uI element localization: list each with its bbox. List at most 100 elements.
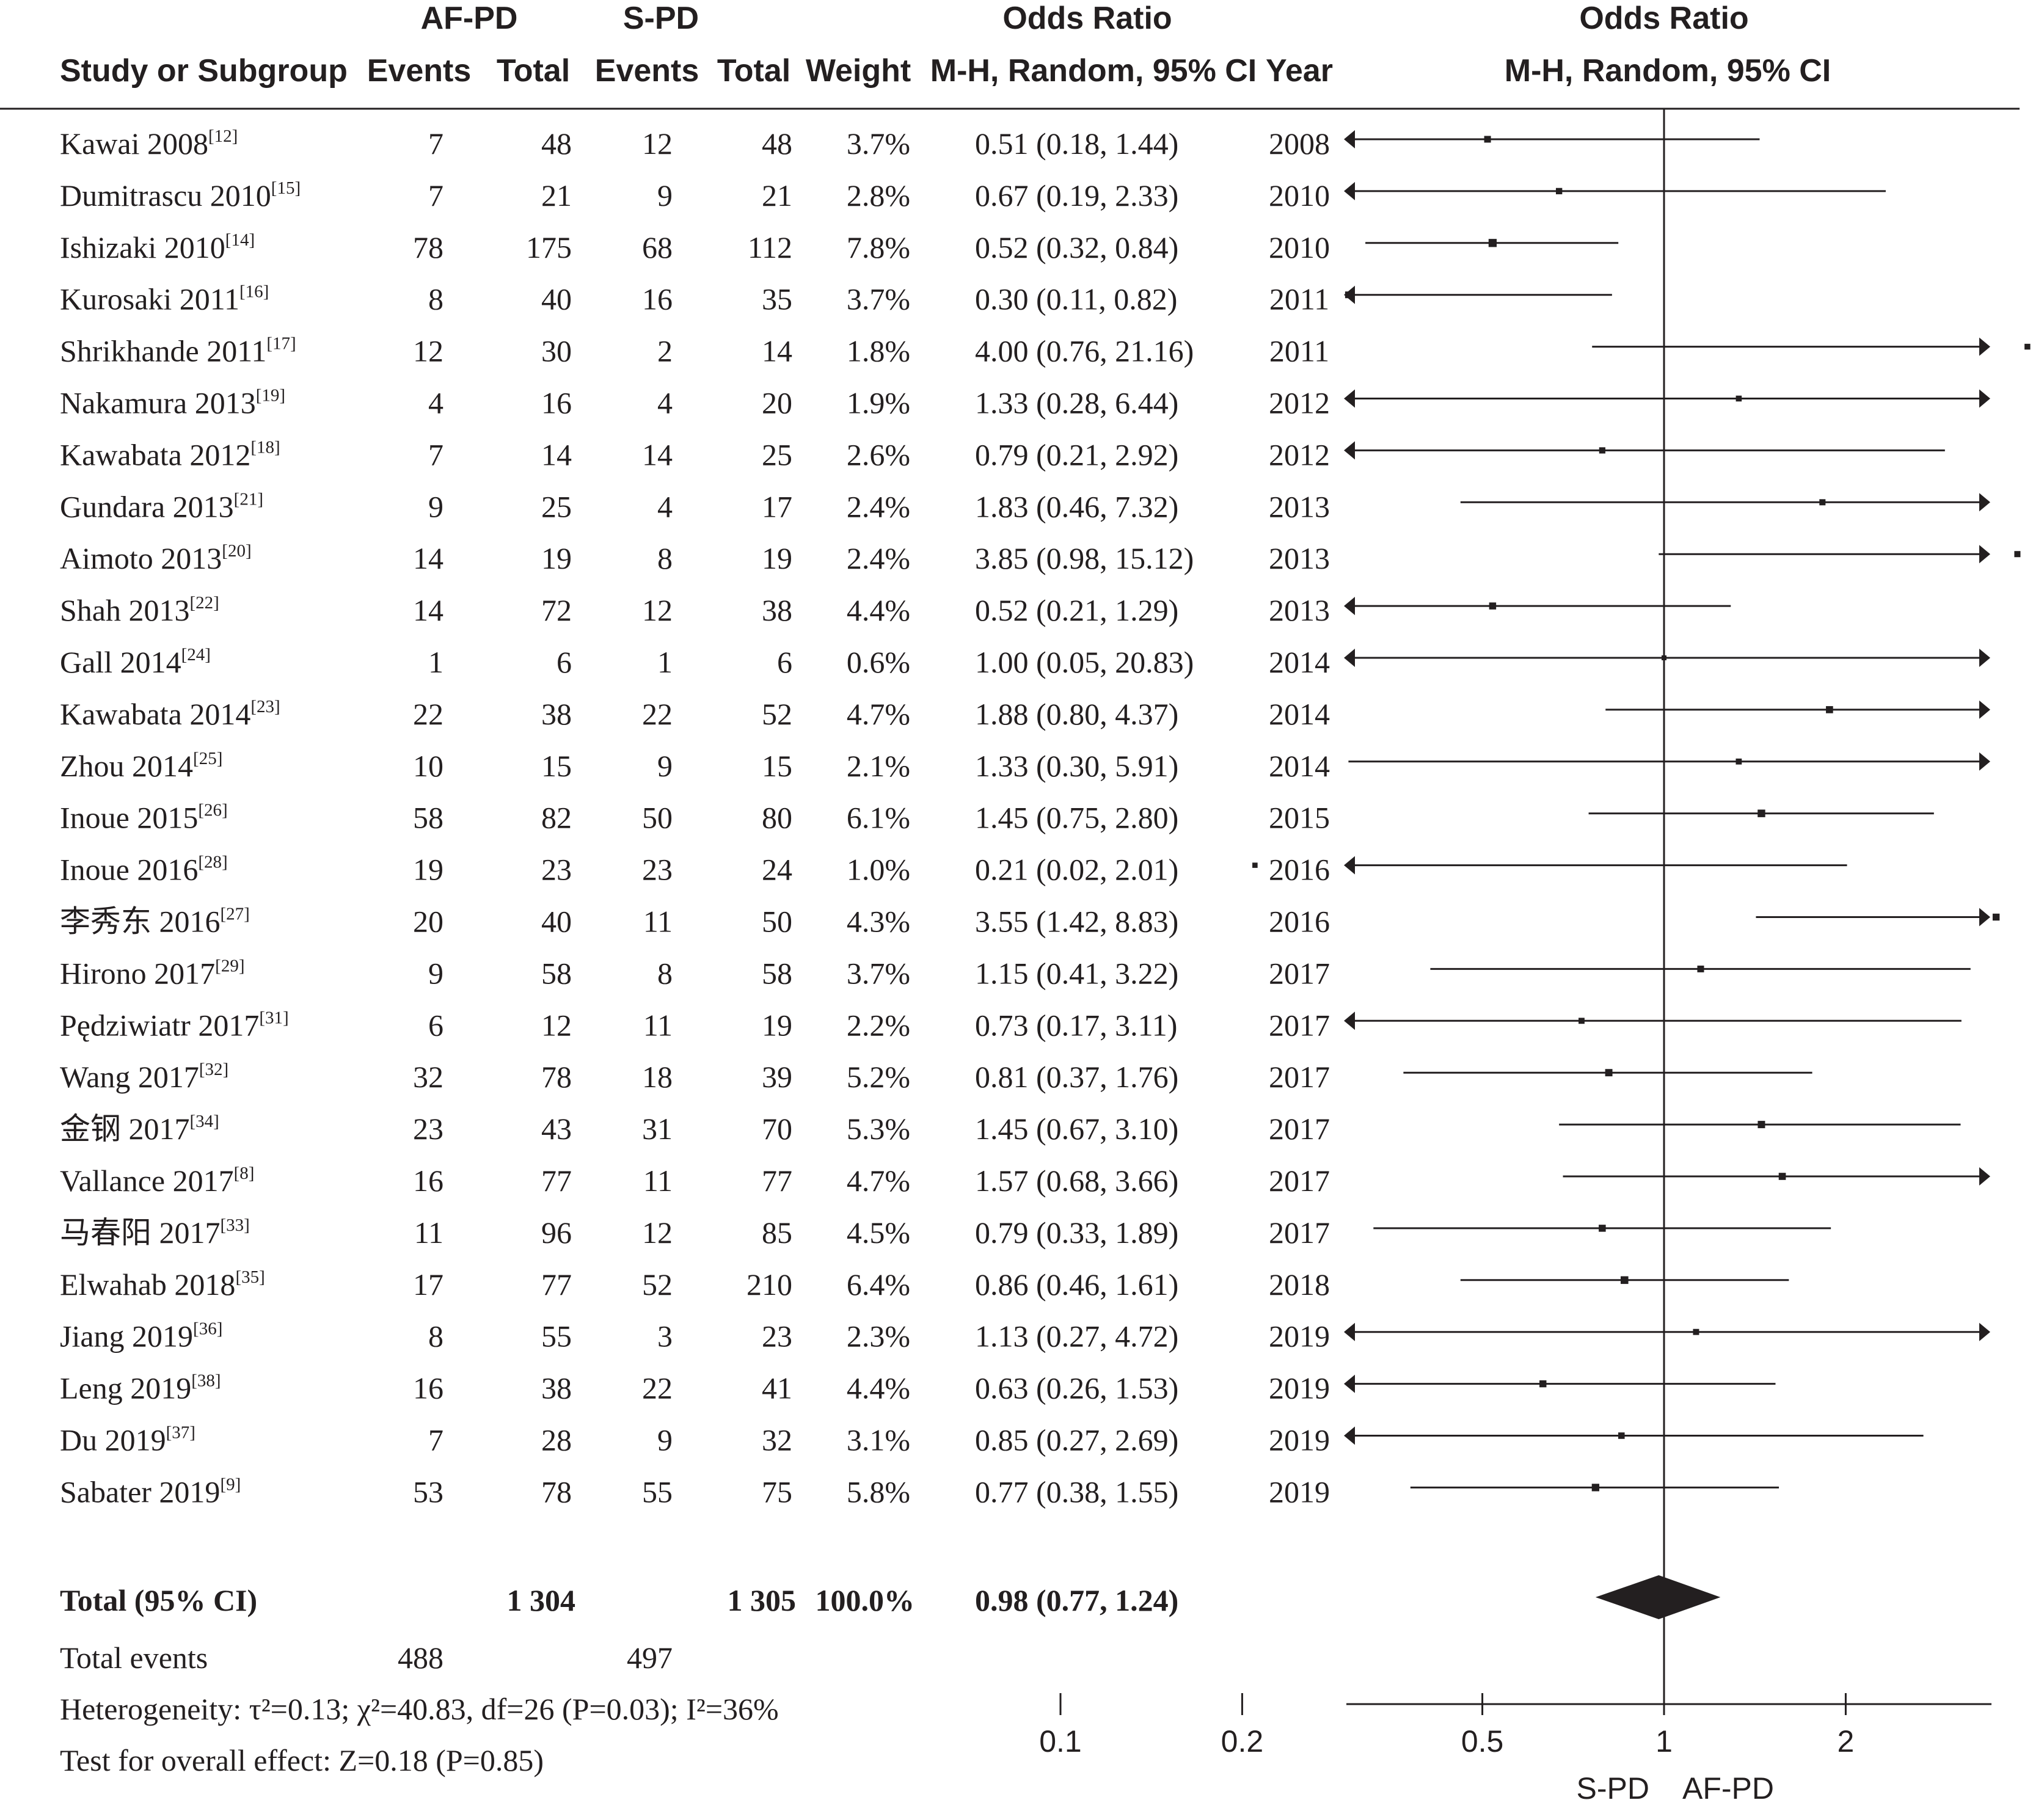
group2-total: 23: [762, 1319, 792, 1354]
x-tick-label: 0.1: [1039, 1724, 1082, 1758]
study-name: Aimoto 2013[20]: [60, 541, 252, 575]
study-reference: [27]: [221, 905, 250, 924]
group2-total: 50: [762, 905, 792, 939]
group2-total: 41: [762, 1371, 792, 1405]
study-weight: 2.1%: [847, 749, 910, 783]
study-column-header: Study or Subgroup: [60, 53, 348, 89]
effect-square: [1488, 239, 1497, 247]
study-year: 2015: [1269, 801, 1330, 835]
group2-events: 52: [642, 1267, 673, 1302]
group2-events: 50: [642, 801, 673, 835]
group2-total: 15: [762, 749, 792, 783]
study-weight: 4.3%: [847, 905, 910, 939]
study-rows: Kawai 2008[12] 7 48 12 48 3.7% 0.51 (0.18, 1.4…: [60, 126, 1330, 1509]
effect-square: [1778, 1173, 1786, 1180]
group2-events: 9: [657, 178, 673, 213]
group1-total: 72: [541, 593, 572, 627]
study-name: Pędziwiatr 2017[31]: [60, 1008, 289, 1042]
group2-total: 210: [746, 1267, 792, 1302]
study-weight: 6.1%: [847, 801, 910, 835]
study-year: 2013: [1269, 593, 1330, 627]
study-year: 2018: [1269, 1267, 1330, 1302]
group1-total: 96: [541, 1215, 572, 1250]
group1-events: 16: [413, 1371, 443, 1405]
study-name: Jiang 2019[36]: [60, 1319, 222, 1354]
study-or-ci: 0.73 (0.17, 3.11): [975, 1008, 1177, 1042]
group2-events: 3: [657, 1319, 673, 1354]
year-header: Year: [1266, 53, 1333, 89]
group1-total: 40: [541, 905, 572, 939]
study-or-ci: 0.86 (0.46, 1.61): [975, 1267, 1178, 1302]
group2-events: 14: [642, 437, 673, 472]
group1-events: 4: [428, 386, 443, 420]
group2-total: 112: [748, 230, 792, 264]
total-events-group2: 497: [627, 1641, 673, 1675]
group2-events-header: Events: [595, 53, 699, 89]
effect-square: [1693, 1328, 1699, 1335]
study-reference: [21]: [234, 489, 263, 509]
study-or-ci: 3.85 (0.98, 15.12): [975, 541, 1194, 575]
study-weight: 7.8%: [847, 230, 910, 264]
study-weight: 2.4%: [847, 541, 910, 575]
table-row: Kawai 2008[12] 7 48 12 48 3.7% 0.51 (0.18, 1.4…: [60, 126, 1330, 161]
group2-total: 48: [762, 126, 792, 161]
group2-total: 77: [762, 1164, 792, 1198]
study-weight: 2.6%: [847, 437, 910, 472]
table-row: Wang 2017[32] 32 78 18 39 5.2% 0.81 (0.37, 1.7…: [60, 1060, 1330, 1094]
study-year: 2010: [1269, 178, 1330, 213]
study-year: 2014: [1269, 645, 1330, 679]
group1-total: 19: [541, 541, 572, 575]
group1-events: 14: [413, 593, 443, 627]
study-reference: [33]: [221, 1215, 250, 1235]
effect-square: [1599, 1225, 1606, 1232]
study-name: Kawabata 2014[23]: [60, 697, 280, 731]
study-or-ci: 0.77 (0.38, 1.55): [975, 1474, 1178, 1509]
plot-method-header: M-H, Random, 95% CI: [1505, 53, 1831, 89]
group1-events: 20: [413, 905, 443, 939]
group1-total: 28: [541, 1423, 572, 1457]
study-reference: [24]: [181, 645, 211, 665]
effect-square: [1736, 758, 1742, 765]
study-weight: 2.2%: [847, 1008, 910, 1042]
table-row: 马春阳 2017[33] 11 96 12 85 4.5% 0.79 (0.33, 1.89…: [60, 1215, 1330, 1250]
effect-square: [1345, 291, 1352, 299]
effect-square: [1252, 862, 1258, 868]
ci-arrow-left: [1344, 1322, 1355, 1341]
group1-total: 55: [541, 1319, 572, 1354]
table-row: Elwahab 2018[35] 17 77 52 210 6.4% 0.86 (0.46,…: [60, 1267, 1330, 1302]
study-or-ci: 1.45 (0.67, 3.10): [975, 1112, 1178, 1146]
overall-effect-text: Test for overall effect: Z=0.18 (P=0.85): [60, 1743, 544, 1777]
group2-total: 75: [762, 1474, 792, 1509]
weight-header: Weight: [806, 53, 911, 89]
study-name: Inoue 2015[26]: [60, 801, 228, 835]
study-reference: [12]: [208, 126, 238, 146]
group1-total: 16: [541, 386, 572, 420]
group2-total: 14: [762, 334, 792, 368]
group2-total: 6: [777, 645, 792, 679]
study-weight: 2.8%: [847, 178, 910, 213]
favours-right-label: AF-PD: [1682, 1771, 1774, 1800]
group1-total: 12: [541, 1008, 572, 1042]
study-year: 2017: [1269, 1215, 1330, 1250]
study-reference: [26]: [198, 801, 227, 820]
group1-total: 15: [541, 749, 572, 783]
study-or-ci: 0.21 (0.02, 2.01): [975, 853, 1178, 887]
group1-events: 22: [413, 697, 443, 731]
table-row: Jiang 2019[36] 8 55 3 23 2.3% 1.13 (0.27, 4.72…: [60, 1319, 1330, 1354]
effect-square: [1605, 1069, 1613, 1077]
group2-events: 16: [642, 282, 673, 316]
study-weight: 5.3%: [847, 1112, 910, 1146]
effect-square: [1697, 965, 1704, 972]
study-year: 2017: [1269, 1164, 1330, 1198]
ci-arrow-left: [1344, 856, 1355, 875]
study-or-ci: 1.57 (0.68, 3.66): [975, 1164, 1178, 1198]
study-or-ci: 0.81 (0.37, 1.76): [975, 1060, 1178, 1094]
study-name: Shrikhande 2011[17]: [60, 334, 296, 368]
study-year: 2017: [1269, 956, 1330, 990]
total-weight: 100.0%: [816, 1583, 915, 1617]
study-name: Kawai 2008[12]: [60, 126, 238, 161]
effect-square: [1826, 706, 1833, 713]
study-name: Gundara 2013[21]: [60, 489, 263, 523]
group1-total: 6: [557, 645, 572, 679]
